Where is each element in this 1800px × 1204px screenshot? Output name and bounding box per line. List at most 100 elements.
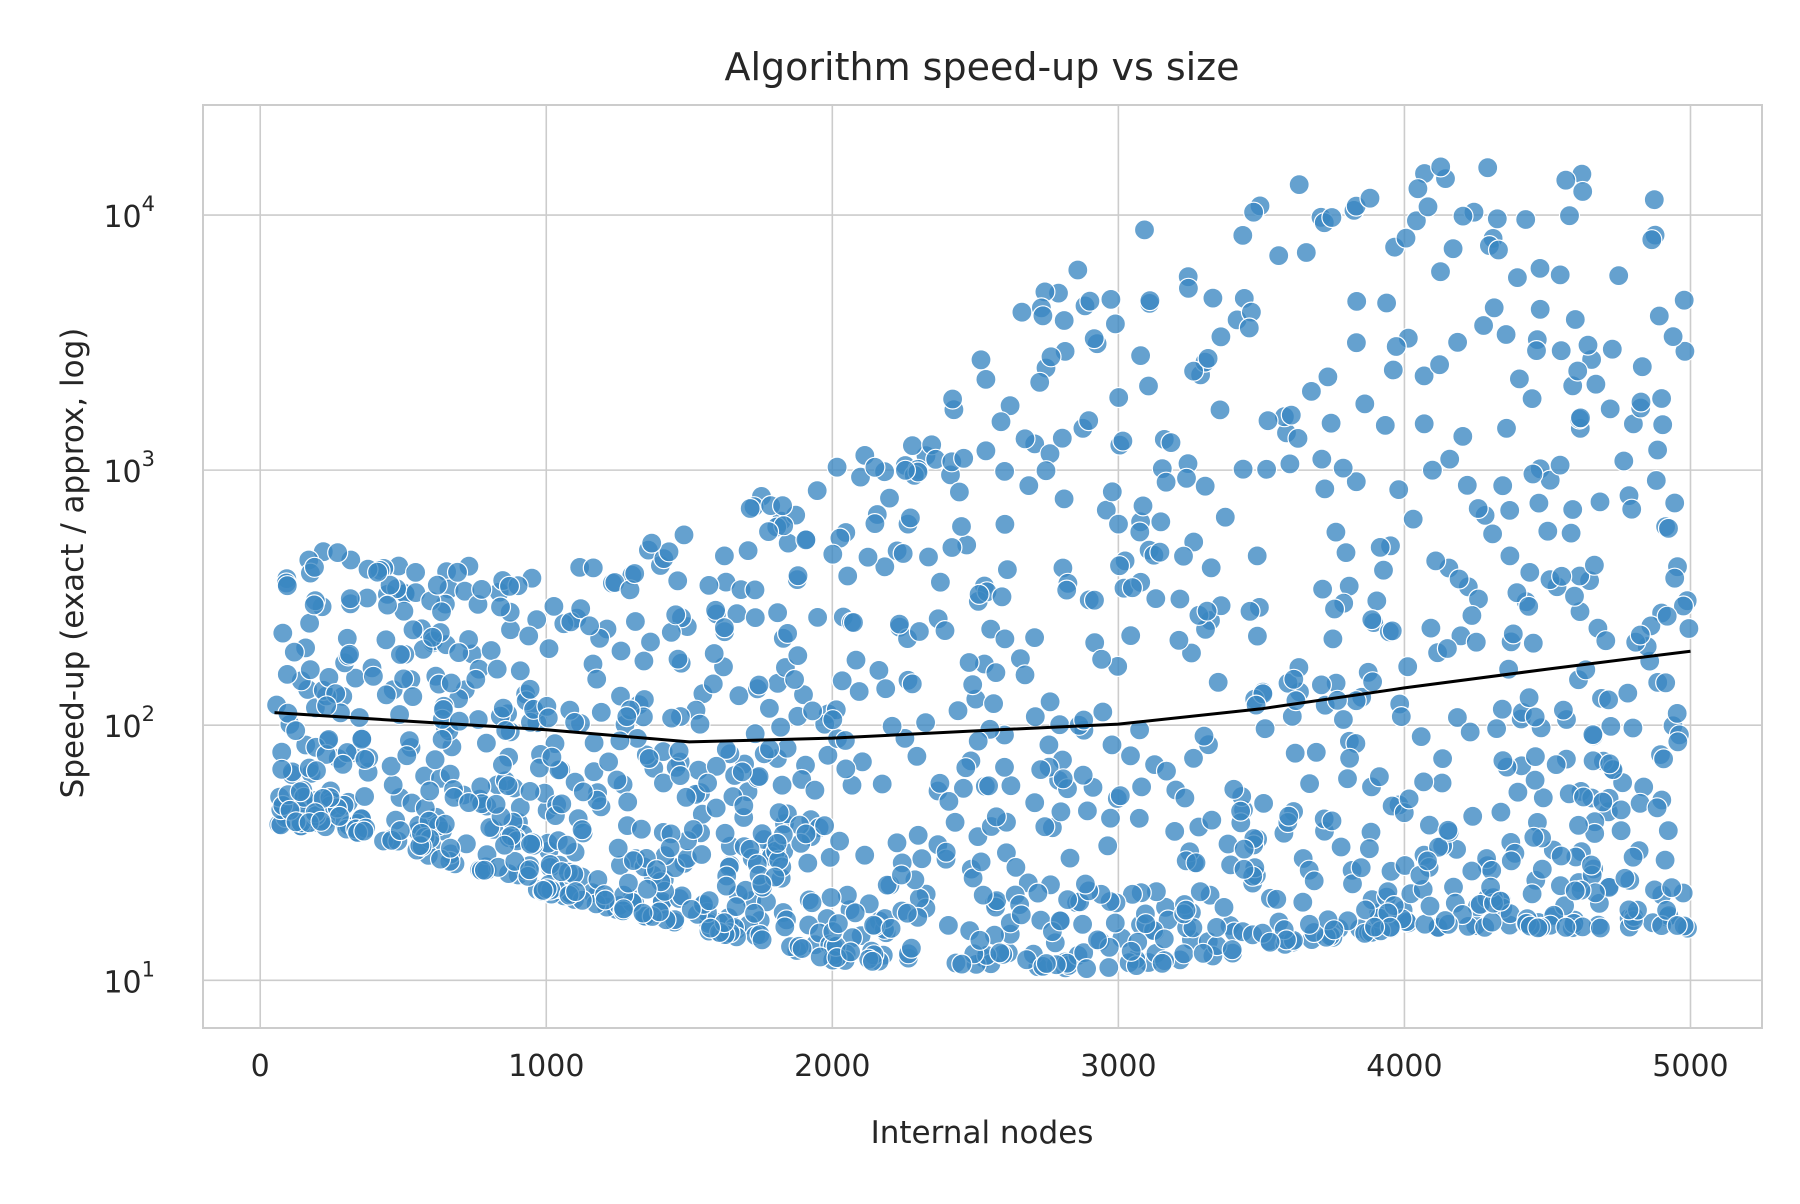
scatter-point xyxy=(1338,747,1361,769)
scatter-point xyxy=(1038,734,1060,756)
scatter-point xyxy=(1280,404,1302,426)
scatter-point xyxy=(1388,479,1410,501)
scatter-point xyxy=(1097,835,1119,857)
scatter-point xyxy=(1049,714,1071,736)
scatter-point xyxy=(787,565,809,587)
scatter-point xyxy=(1056,888,1079,911)
scatter-point xyxy=(1056,579,1078,601)
scatter-point xyxy=(446,561,469,583)
scatter-point xyxy=(854,844,876,866)
scatter-point xyxy=(432,698,454,721)
scatter-point xyxy=(1213,896,1235,919)
x-tick-label: 1000 xyxy=(508,1049,584,1084)
scatter-point xyxy=(1372,559,1395,581)
scatter-point xyxy=(1462,805,1484,827)
scatter-point xyxy=(871,773,893,795)
scatter-point xyxy=(1666,702,1688,725)
scatter-point xyxy=(630,818,653,840)
scatter-point xyxy=(929,772,951,794)
scatter-point xyxy=(878,487,901,509)
scatter-point xyxy=(1132,495,1154,517)
scatter-point xyxy=(934,619,956,642)
scatter-point xyxy=(1259,931,1281,953)
scatter-point xyxy=(1567,814,1590,836)
scatter-point xyxy=(1507,781,1529,803)
scatter-point xyxy=(1529,298,1551,320)
scatter-point xyxy=(1330,836,1352,858)
scatter-point xyxy=(1205,916,1228,939)
x-tick-label: 0 xyxy=(251,1049,270,1084)
scatter-point xyxy=(831,670,853,692)
scatter-point xyxy=(689,713,711,735)
scatter-point xyxy=(1359,187,1381,209)
scatter-point xyxy=(1160,432,1182,454)
scatter-point xyxy=(1305,741,1327,763)
scatter-point xyxy=(1448,568,1470,590)
scatter-point xyxy=(564,880,587,903)
scatter-point xyxy=(1083,589,1106,611)
scatter-point xyxy=(1010,904,1032,926)
scatter-point xyxy=(982,692,1005,715)
scatter-point xyxy=(1221,939,1243,961)
scatter-point xyxy=(975,368,997,390)
y-axis-label: Speed-up (exact / approx, log) xyxy=(55,328,91,799)
scatter-point xyxy=(1018,475,1040,497)
scatter-point xyxy=(1278,805,1300,827)
scatter-point xyxy=(715,875,737,897)
scatter-point xyxy=(1173,943,1195,965)
scatter-point xyxy=(380,755,402,777)
scatter-point xyxy=(968,583,990,606)
scatter-point xyxy=(691,843,713,866)
scatter-point xyxy=(1646,439,1669,461)
scatter-point xyxy=(641,532,663,554)
scatter-point xyxy=(1592,791,1614,813)
scatter-point xyxy=(1446,706,1469,729)
scatter-point xyxy=(1521,388,1543,410)
scatter-point xyxy=(748,674,770,696)
scatter-point xyxy=(1421,459,1444,481)
scatter-point xyxy=(1678,617,1700,640)
y-tick-label: 103 xyxy=(103,447,155,490)
scatter-point xyxy=(1459,721,1481,743)
scatter-point xyxy=(1499,499,1521,521)
scatter-point xyxy=(1630,391,1652,413)
scatter-point xyxy=(1529,257,1551,279)
scatter-point xyxy=(1108,386,1130,409)
y-tick-label: 102 xyxy=(103,702,155,745)
scatter-point xyxy=(1014,428,1036,450)
scatter-point xyxy=(622,849,645,872)
scatter-point xyxy=(1560,522,1582,544)
scatter-point xyxy=(1672,595,1695,617)
scatter-point xyxy=(1664,567,1686,589)
scatter-point xyxy=(639,631,662,653)
scatter-point xyxy=(289,781,311,803)
scatter-point xyxy=(1182,360,1205,382)
scatter-point xyxy=(1549,454,1571,476)
scatter-point xyxy=(1661,876,1683,899)
scatter-point xyxy=(1246,625,1269,647)
scatter-point xyxy=(834,729,857,752)
scatter-point xyxy=(583,732,605,754)
scatter-point xyxy=(1292,891,1314,913)
scatter-point xyxy=(751,823,773,845)
scatter-point xyxy=(1101,734,1123,756)
scatter-point xyxy=(1412,771,1435,793)
scatter-point xyxy=(1416,850,1439,872)
scatter-point xyxy=(421,626,444,648)
scatter-point xyxy=(1442,238,1464,260)
scatter-point xyxy=(996,558,1019,581)
scatter-point xyxy=(1572,180,1594,203)
x-tick-label: 2000 xyxy=(794,1049,870,1084)
scatter-point xyxy=(1242,201,1265,223)
scatter-point xyxy=(801,700,824,722)
scatter-point xyxy=(1419,895,1441,917)
scatter-point xyxy=(509,660,531,682)
scatter-point xyxy=(489,596,512,618)
scatter-point xyxy=(958,651,980,674)
scatter-point xyxy=(1164,820,1186,843)
scatter-point xyxy=(1577,334,1599,356)
scatter-point xyxy=(439,837,461,859)
scatter-point xyxy=(1506,267,1529,289)
scatter-point xyxy=(660,707,683,729)
scatter-point xyxy=(1182,747,1205,769)
